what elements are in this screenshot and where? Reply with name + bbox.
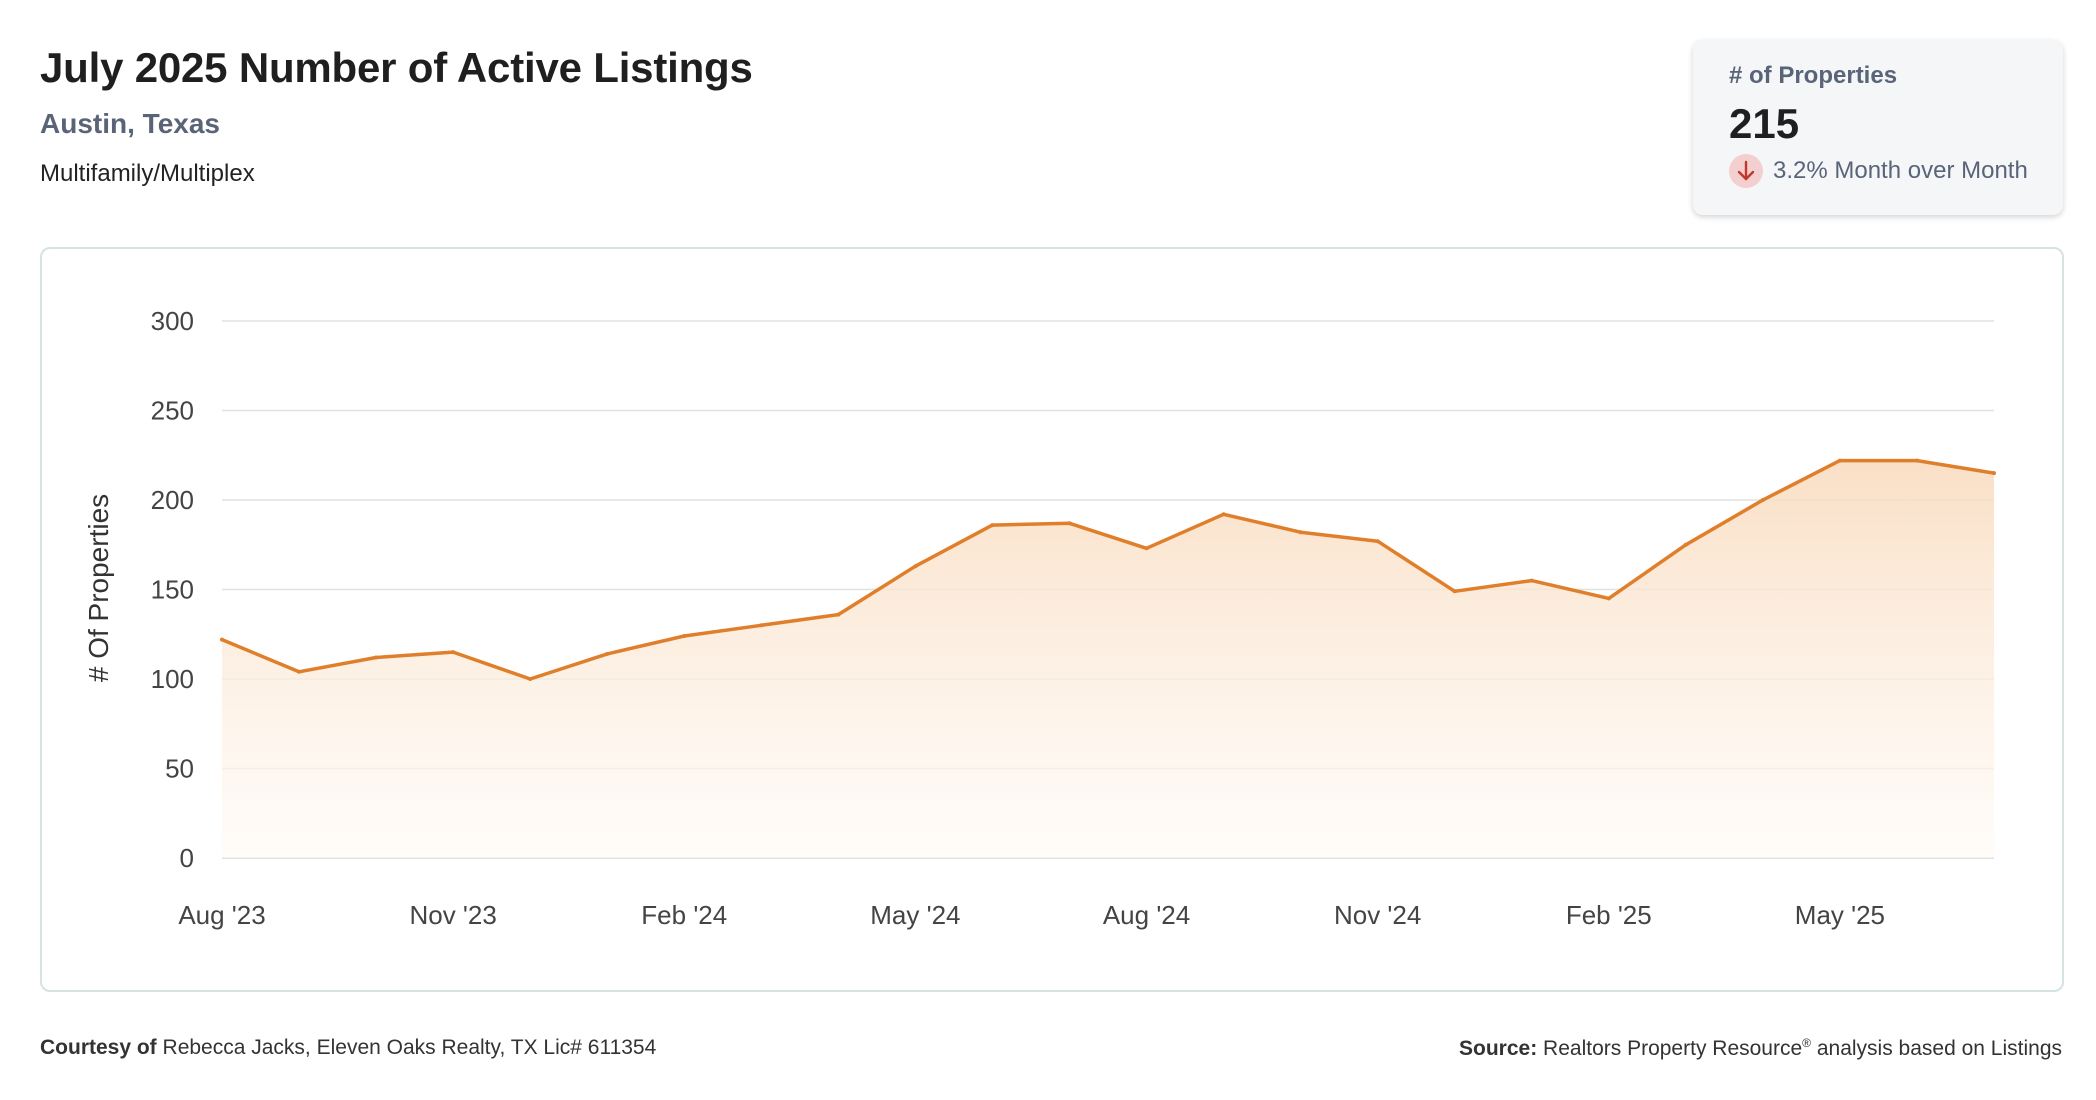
chart-frame: 0 50 100 150 200 250 300 Aug '23 Nov '23 Feb '24… — [40, 247, 2064, 992]
y-tick-label: 300 — [151, 306, 194, 336]
data-point — [1992, 471, 1996, 476]
kpi-label: # of Properties — [1729, 62, 1898, 89]
data-point — [1529, 578, 1534, 583]
kpi-change-text: 3.2% Month over Month — [1773, 157, 2028, 184]
y-tick-labels: 0 50 100 150 200 250 300 — [151, 306, 194, 873]
data-point — [1683, 542, 1688, 547]
y-tick-label: 150 — [151, 575, 194, 605]
kpi-card: # of Properties 215 3.2% Month over Mont… — [1693, 40, 2063, 215]
footer-courtesy: Courtesy of Rebecca Jacks, Eleven Oaks R… — [40, 1036, 656, 1060]
data-point — [1915, 458, 1919, 463]
x-tick-labels: Aug '23 Nov '23 Feb '24 May '24 Aug '24 Nov '… — [178, 900, 1885, 930]
data-point — [759, 623, 764, 628]
x-tick-label: Feb '25 — [1566, 900, 1652, 930]
x-tick-label: Feb '24 — [641, 900, 727, 930]
page-title: July 2025 Number of Active Listings — [40, 44, 753, 91]
active-listings-chart: 0 50 100 150 200 250 300 Aug '23 Nov '23 Feb '24… — [83, 306, 1996, 930]
registered-mark: ® — [1802, 1036, 1811, 1050]
kpi-change: 3.2% Month over Month — [1729, 154, 2063, 188]
source-suffix: analysis based on Listings — [1816, 1037, 2062, 1060]
data-point — [836, 612, 841, 617]
y-tick-label: 200 — [151, 485, 194, 515]
data-point — [1606, 596, 1611, 601]
data-point — [220, 637, 224, 642]
data-point — [682, 634, 687, 638]
y-axis-title: # Of Properties — [83, 494, 114, 682]
y-tick-label: 0 — [180, 843, 194, 873]
data-point — [1221, 512, 1226, 517]
data-point — [374, 655, 379, 660]
arrow-down-icon — [1729, 154, 1763, 188]
property-type-label: Multifamily/Multiplex — [40, 160, 255, 187]
source-name: Realtors Property Resource — [1543, 1037, 1803, 1060]
data-points — [220, 458, 1996, 681]
x-tick-label: Aug '24 — [1103, 900, 1190, 930]
data-point — [528, 677, 533, 681]
data-point — [1760, 498, 1765, 502]
data-point — [1144, 546, 1149, 551]
data-point — [913, 564, 918, 569]
x-tick-label: Nov '24 — [1334, 900, 1421, 930]
y-tick-label: 100 — [151, 664, 194, 694]
data-point — [1837, 458, 1842, 463]
data-point — [451, 650, 456, 655]
data-point — [990, 523, 995, 528]
location-subtitle: Austin, Texas — [40, 108, 220, 139]
footer-source: Source: Realtors Property Resource® anal… — [1459, 1036, 2062, 1061]
x-tick-label: May '25 — [1795, 900, 1885, 930]
area-fill — [222, 460, 1994, 858]
x-tick-label: Nov '23 — [409, 900, 496, 930]
kpi-value: 215 — [1729, 100, 1800, 147]
data-point — [1067, 521, 1072, 526]
x-tick-label: Aug '23 — [178, 900, 265, 930]
source-label: Source: — [1459, 1037, 1538, 1060]
data-point — [297, 669, 301, 674]
y-tick-label: 50 — [165, 754, 194, 784]
data-point — [1375, 539, 1380, 544]
x-tick-label: May '24 — [870, 900, 960, 930]
data-point — [605, 651, 610, 656]
data-point — [1452, 589, 1457, 594]
y-tick-label: 250 — [151, 396, 194, 426]
series-line — [220, 458, 1996, 681]
data-point — [1298, 530, 1303, 535]
courtesy-text: Rebecca Jacks, Eleven Oaks Realty, TX Li… — [162, 1036, 657, 1059]
courtesy-label: Courtesy of — [40, 1036, 157, 1059]
